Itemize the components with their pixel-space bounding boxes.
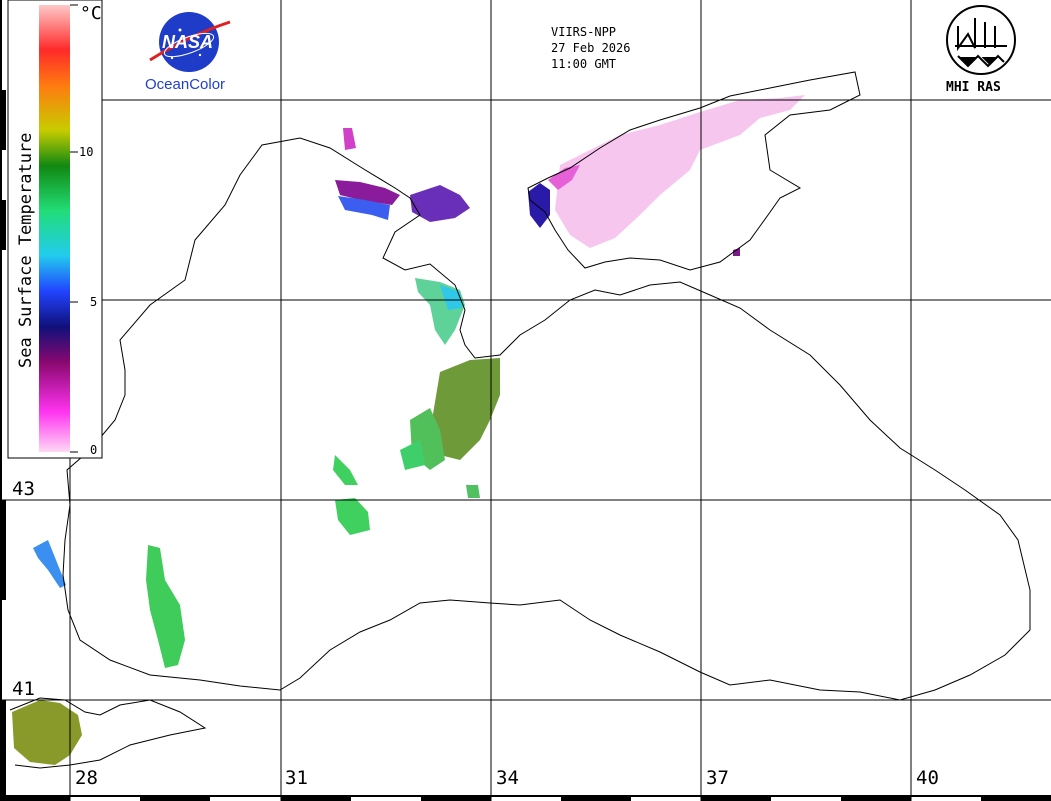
coastline-main (62, 137, 1031, 701)
header-metadata: VIIRS-NPP 27 Feb 2026 11:00 GMT (551, 24, 630, 72)
lon-label-28: 28 (75, 767, 98, 789)
sst-patch-central-west (400, 440, 425, 470)
sst-patch-mid-green (333, 455, 358, 485)
colorbar-title: Sea Surface Temperature (16, 132, 36, 368)
coastline-marmara (9, 697, 207, 769)
sst-patch-karkinit-blue (338, 196, 390, 220)
colorbar-tick-0: 0 (90, 443, 98, 457)
sst-patch-western-strip (146, 545, 185, 668)
sst-patch-dnieper (343, 128, 356, 150)
sst-patch-azov (555, 95, 805, 248)
nasa-logo-word: NASA (162, 32, 214, 52)
sst-patch-crimea-cyan (440, 285, 462, 310)
mhi-ras-logo-icon (946, 5, 1016, 75)
coastline-azov (527, 71, 861, 271)
sst-patch-crimea-coast (415, 278, 465, 345)
image-time: 11:00 GMT (551, 57, 617, 71)
sst-patch-karkinit-east (410, 185, 470, 222)
colorbar-unit-label: °C (80, 3, 102, 24)
nasa-meatball-icon (149, 12, 231, 72)
mhi-ras-caption: MHI RAS (946, 80, 1001, 95)
sst-patch-bulgaria-coast (33, 540, 66, 588)
colorbar-gradient (39, 5, 70, 452)
satellite-name: VIIRS-NPP (551, 25, 617, 39)
nasa-oceancolor-caption: OceanColor (145, 76, 226, 93)
sst-data-layer (12, 95, 805, 765)
lat-label-41: 41 (12, 678, 35, 700)
colorbar (7, 0, 103, 459)
coastline-layer (9, 71, 1031, 769)
sst-patch-marmara (12, 700, 82, 765)
sst-patch-azov-dot (733, 248, 740, 256)
lon-label-37: 37 (706, 767, 729, 789)
lon-label-31: 31 (285, 767, 308, 789)
sst-patch-azov-magenta (548, 165, 580, 190)
sst-patch-central-olive (432, 358, 500, 460)
image-date: 27 Feb 2026 (551, 41, 631, 55)
colorbar-tick-5: 5 (90, 295, 98, 309)
colorbar-tick-10: 10 (79, 145, 94, 159)
lon-label-34: 34 (496, 767, 519, 789)
lat-label-43: 43 (12, 478, 35, 500)
sst-patch-karkinit-west (335, 180, 400, 205)
lon-label-40: 40 (916, 767, 939, 789)
sst-patch-south-green (335, 498, 370, 535)
sst-patch-kerch (528, 183, 550, 228)
sst-patch-east-dot (466, 485, 480, 498)
